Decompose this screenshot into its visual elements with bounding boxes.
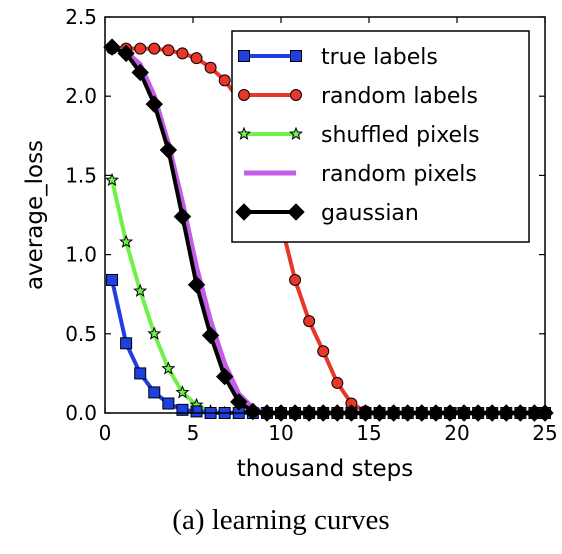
x-tick-label: 20 <box>444 421 469 445</box>
y-tick-label: 2.5 <box>65 5 97 29</box>
data-point-random-labels <box>218 74 231 87</box>
legend-label-gaussian: gaussian <box>321 201 419 226</box>
data-point-random-labels <box>176 47 189 60</box>
legend-marker-random-labels <box>290 89 302 101</box>
legend-marker-random-labels <box>238 89 250 101</box>
data-point-random-labels <box>190 52 203 65</box>
legend-label-true-labels: true labels <box>321 45 438 70</box>
plot-frame <box>104 16 546 414</box>
data-point-shuffled-pixels <box>175 385 190 399</box>
data-point-random-labels <box>204 61 217 74</box>
data-point-gaussian <box>201 326 220 345</box>
legend-marker-gaussian <box>287 203 305 221</box>
data-point-true-labels <box>106 273 119 286</box>
legend: true labels random labels shuffled pixels r… <box>231 30 530 243</box>
data-point-gaussian <box>173 207 192 226</box>
learning-curves-chart: 0 5 10 15 20 25 0.0 0.5 1.0 1.5 2.0 2.5 thousand st… <box>22 5 558 482</box>
y-tick-label: 2.0 <box>65 84 97 108</box>
data-point-shuffled-pixels <box>119 234 134 248</box>
data-point-shuffled-pixels <box>133 283 148 298</box>
axis-ticks: 0 5 10 15 20 25 0.0 0.5 1.0 1.5 2.0 2.5 <box>65 5 558 445</box>
x-axis-label: thousand steps <box>237 456 414 482</box>
x-tick-label: 15 <box>356 421 381 445</box>
data-point-random-labels <box>317 345 330 358</box>
figure-caption: (a) learning curves <box>172 504 390 536</box>
data-point-gaussian <box>215 367 234 386</box>
data-point-true-labels <box>190 405 203 418</box>
data-point-shuffled-pixels <box>147 326 162 340</box>
x-tick-label: 25 <box>532 421 557 445</box>
data-point-true-labels <box>134 367 147 380</box>
legend-marker-shuffled-pixels <box>288 126 304 140</box>
data-point-shuffled-pixels <box>105 172 120 187</box>
legend-label-random-labels: random labels <box>321 84 478 109</box>
data-point-random-labels <box>148 42 161 55</box>
legend-marker-shuffled-pixels <box>236 126 252 140</box>
legend-label-shuffled-pixels: shuffled pixels <box>321 123 480 148</box>
y-axis-label: average_loss <box>22 140 48 290</box>
data-point-shuffled-pixels <box>161 361 176 375</box>
legend-label-random-pixels: random pixels <box>321 162 477 187</box>
legend-marker-gaussian <box>235 203 253 221</box>
x-tick-label: 5 <box>187 421 200 445</box>
data-point-true-labels <box>148 386 161 399</box>
data-point-gaussian <box>103 38 121 56</box>
data-point-true-labels <box>162 397 175 410</box>
data-point-gaussian <box>244 402 262 421</box>
x-tick-label: 10 <box>268 421 293 445</box>
legend-marker-true-labels <box>238 50 250 62</box>
data-point-gaussian <box>159 141 178 159</box>
data-point-random-labels <box>289 273 302 286</box>
data-point-random-labels <box>162 44 175 57</box>
data-point-random-labels <box>303 315 316 328</box>
data-point-true-labels <box>120 337 133 350</box>
y-tick-label: 1.5 <box>65 163 97 187</box>
y-tick-label: 1.0 <box>65 243 97 267</box>
y-tick-label: 0.5 <box>65 322 97 346</box>
data-point-gaussian <box>145 95 163 113</box>
data-point-gaussian <box>187 275 206 294</box>
data-point-random-labels <box>331 376 344 389</box>
legend-marker-true-labels <box>290 50 302 62</box>
x-tick-label: 0 <box>99 421 112 445</box>
data-point-gaussian <box>131 63 149 82</box>
series-line-true-labels <box>110 277 547 415</box>
data-point-gaussian <box>230 393 248 411</box>
legend-box <box>231 30 530 243</box>
data-point-gaussian <box>117 44 135 63</box>
y-tick-label: 0.0 <box>65 401 97 425</box>
data-point-random-labels <box>134 42 147 55</box>
data-point-true-labels <box>176 403 189 416</box>
